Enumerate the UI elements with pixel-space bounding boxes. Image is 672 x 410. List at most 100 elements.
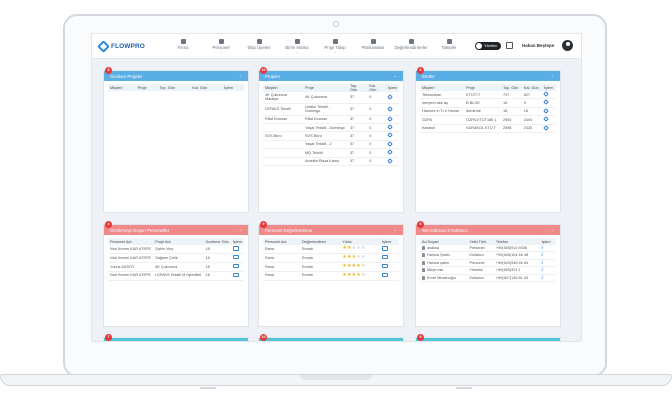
table-row[interactable]: Rana Emrah ★★★★★	[263, 271, 399, 281]
table-row[interactable]: Karakol KARAKOL ETÜ T 2598 2426	[420, 124, 556, 134]
mode-toggle[interactable]: Yönetim	[475, 42, 501, 50]
column-header[interactable]: Proje	[464, 84, 501, 91]
table-row[interactable]: Rana Emrah ★★★★★	[263, 245, 399, 254]
edit-icon[interactable]	[543, 107, 549, 114]
message-icon[interactable]	[382, 272, 389, 278]
edit-icon[interactable]	[387, 149, 393, 156]
nav-item[interactable]: Personel ⌄	[202, 35, 240, 57]
column-header[interactable]: Personel Adı	[263, 238, 300, 245]
table-row[interactable]: Emre Mirzahoğlu Kullanıcı +90(507)145 81 0…	[420, 274, 556, 283]
message-icon[interactable]	[382, 246, 389, 251]
message-icon[interactable]	[382, 254, 389, 260]
edit-icon[interactable]	[543, 116, 549, 123]
column-header[interactable]: Kal. Gün	[367, 84, 386, 92]
table-row[interactable]: Yaşar Tekstil - Domingo 37 0	[263, 123, 399, 133]
column-header[interactable]: Proje	[303, 84, 348, 92]
table-row[interactable]: Rana Emrah ★★★★★	[263, 253, 399, 263]
table-row[interactable]: Teknoloban ETÜT77 747 827	[420, 91, 556, 100]
message-icon[interactable]	[232, 263, 239, 269]
info-icon[interactable]: i	[541, 252, 543, 258]
chevron-down-icon[interactable]: ⌄	[393, 73, 397, 78]
column-header[interactable]: İşlem	[221, 84, 244, 91]
table-row[interactable]: Hamza şahin Personel +90(543)945 46 64 i	[420, 259, 556, 268]
column-header[interactable]: Yıldız	[340, 238, 381, 245]
info-icon[interactable]: i	[541, 274, 543, 280]
message-icon[interactable]	[232, 272, 239, 278]
column-header[interactable]: Gecikme Gün	[203, 238, 231, 245]
table-row[interactable]: Amelita Plaza Kamu 37 0	[263, 157, 399, 167]
table-row[interactable]: Yaşar Tekstil - 2 37 0	[263, 140, 399, 150]
column-header[interactable]: Telefon	[493, 238, 540, 245]
table-row[interactable]: LEFAKS Tekstil Lefaks Tekstil - Domingo 37…	[263, 103, 399, 116]
column-header[interactable]: Proje	[135, 84, 158, 91]
column-header[interactable]: Kal. Gün	[190, 84, 222, 91]
table-row[interactable]: ÖZPA ÖZPA ETÜT185 1 2954 2404	[420, 115, 556, 125]
edit-icon[interactable]	[387, 124, 393, 130]
column-header[interactable]: Müşteri	[420, 84, 465, 91]
table-row[interactable]: Nuri Kerem KAR ATEPE Sağlam Çelik 18	[108, 253, 244, 263]
column-header[interactable]: Ad Soyad	[420, 238, 468, 245]
nav-item[interactable]: Firma	[164, 35, 202, 57]
column-header[interactable]: Kal. Gün	[521, 84, 542, 91]
table-row[interactable]: Rifat Durmaz Rifat Durmaz 37 0	[263, 115, 399, 125]
column-header[interactable]: Değerlendiren	[299, 238, 341, 245]
column-header[interactable]: İşlem	[539, 238, 556, 245]
table-cell: Yunus AKSOY	[108, 262, 154, 272]
chevron-down-icon[interactable]: ⌄	[238, 227, 242, 232]
edit-icon[interactable]	[387, 105, 393, 112]
table-row[interactable]: Yunus AKSOY 4K Çukurova 18	[108, 262, 244, 272]
column-header[interactable]: Müşteri	[108, 84, 136, 91]
edit-icon[interactable]	[543, 124, 549, 131]
info-icon[interactable]: i	[541, 245, 543, 250]
table-row[interactable]: 4K Çukurova Malatya 4K Çukurova 37 0	[263, 92, 399, 104]
fullscreen-icon[interactable]	[506, 42, 513, 49]
column-header[interactable]: İşlem	[385, 84, 399, 92]
nav-item[interactable]: Ekip Üyeleri	[240, 35, 278, 57]
column-header[interactable]: İşlem	[380, 238, 399, 245]
table-row[interactable]: Nuri Kerem KAR ATEPE Şahin Vinç 18	[108, 245, 244, 254]
column-header[interactable]: Müşteri	[263, 84, 304, 92]
nav-item[interactable]: Birim Atama ⌄	[278, 35, 316, 57]
column-header[interactable]: Yetki Türü	[467, 238, 494, 245]
column-header[interactable]: Top. Gün	[500, 84, 522, 91]
avatar[interactable]	[562, 40, 573, 51]
column-header[interactable]: Top. Gün	[347, 84, 368, 92]
edit-icon[interactable]	[387, 157, 393, 164]
message-icon[interactable]	[232, 246, 239, 251]
info-icon[interactable]: i	[541, 267, 543, 273]
info-icon[interactable]: i	[541, 259, 543, 265]
edit-icon[interactable]	[543, 91, 549, 97]
column-header[interactable]: Top. Gün	[157, 84, 191, 91]
table-row[interactable]: Rana Emrah ★★★★★	[263, 262, 399, 272]
chevron-down-icon[interactable]: ⌄	[238, 73, 242, 78]
edit-icon[interactable]	[387, 93, 393, 100]
nav-item[interactable]: Değerlendirmeler ⌄	[392, 35, 430, 57]
table-row[interactable]: Harmes In Tr e House demirme 18 18	[420, 107, 556, 117]
chevron-down-icon[interactable]: ⌄	[550, 227, 554, 232]
table-cell: Emrah	[299, 253, 341, 263]
table-row[interactable]: MQ Tekstil 37 0	[263, 148, 399, 158]
nav-item[interactable]: Planlamalar	[354, 35, 392, 57]
message-icon[interactable]	[382, 263, 389, 269]
column-header[interactable]: Personel Adı	[108, 238, 154, 245]
nav-item[interactable]: Talepler	[430, 35, 468, 57]
table-row[interactable]: Hamza Şahin Kullanıcı +90(545)104 46 48 i	[420, 251, 556, 260]
message-icon[interactable]	[232, 254, 239, 260]
logo[interactable]: FLOWPRO	[97, 39, 157, 53]
edit-icon[interactable]	[387, 115, 393, 122]
column-header[interactable]: Proje Adı	[153, 238, 204, 245]
table-row[interactable]: Nuri Kerem KAR ATEPE LEFAKS Tekstil M üşt…	[108, 271, 244, 281]
edit-icon[interactable]	[387, 141, 393, 147]
table-row[interactable]: asaksa Personel +90(555)910 5036 i	[420, 245, 556, 253]
column-header[interactable]: İşlem	[230, 238, 244, 245]
user-name[interactable]: Hakan Beştepe	[522, 43, 555, 48]
column-header[interactable]: İşlem	[541, 84, 556, 91]
chevron-down-icon[interactable]: ⌄	[393, 227, 397, 232]
edit-icon[interactable]	[387, 132, 393, 139]
chevron-down-icon[interactable]: ⌄	[550, 73, 554, 78]
table-row[interactable]: SVS Büro SVS Büro 37 0	[263, 131, 399, 141]
table-row[interactable]: meryem akk aş B BLOK 16 9	[420, 98, 556, 108]
edit-icon[interactable]	[543, 99, 549, 106]
nav-item[interactable]: Proje Takip ⌄	[316, 35, 354, 57]
